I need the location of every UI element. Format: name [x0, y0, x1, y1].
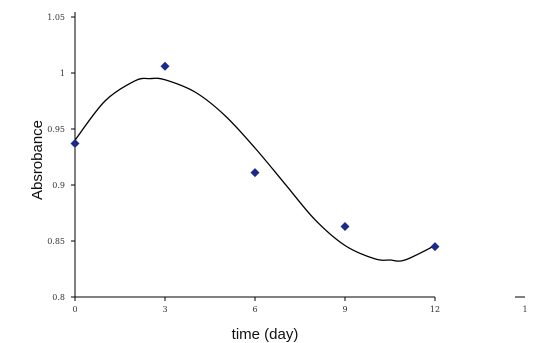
tick-labels: 0.8 0.85 0.9 0.95 1 1.05 0 3 6 9 12 1	[47, 13, 527, 314]
y-tick-label: 1	[60, 69, 65, 78]
x-tick-label: 1	[522, 305, 527, 314]
x-tick-label: 6	[252, 305, 257, 314]
data-point	[430, 242, 440, 252]
x-tick-label: 3	[162, 305, 167, 314]
points-layer	[70, 61, 440, 252]
x-tick-label: 0	[72, 305, 77, 314]
y-tick-label: 1.05	[47, 13, 65, 22]
axes	[71, 12, 525, 301]
data-point	[250, 168, 260, 178]
y-tick-label: 0.95	[47, 125, 65, 134]
y-tick-label: 0.9	[52, 181, 65, 190]
trendline-layer	[74, 77, 436, 262]
data-point	[340, 221, 350, 231]
data-point	[160, 61, 170, 71]
y-tick-label: 0.8	[52, 293, 65, 302]
data-point	[70, 139, 80, 149]
x-tick-label: 9	[342, 305, 347, 314]
y-tick-label: 0.85	[47, 237, 65, 246]
x-tick-label: 12	[430, 305, 440, 314]
trendline	[74, 77, 436, 262]
y-axis-title: Absrobance	[29, 120, 46, 200]
x-axis-title: time (day)	[232, 326, 299, 343]
